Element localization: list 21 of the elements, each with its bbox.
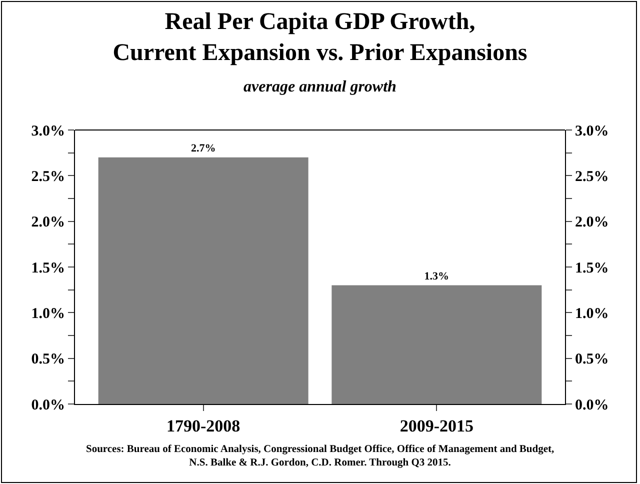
y2-tick-label: 2.5% — [575, 168, 609, 185]
x-tick-label: 1790-2008 — [166, 416, 240, 436]
y-tick-label: 1.5% — [31, 260, 65, 276]
y-tick-label: 1.0% — [31, 306, 65, 322]
data-label: 2.7% — [190, 142, 216, 154]
y2-tick-label: 0.5% — [575, 352, 609, 368]
y2-tick-label: 1.0% — [575, 306, 609, 322]
y2-tick-label: 2.0% — [575, 214, 609, 231]
y-tick-label: 0.5% — [31, 352, 65, 368]
x-tick-label: 2009-2015 — [400, 416, 474, 436]
y2-tick-label: 3.0% — [575, 123, 609, 140]
chart-title: Real Per Capita GDP Growth, Current Expansion vs. Prior Expansions — [112, 9, 528, 66]
y-tick-label: 0.0% — [31, 397, 65, 414]
y2-tick-label: 0.0% — [575, 397, 609, 414]
data-label: 1.3% — [424, 270, 450, 282]
source-note: Sources: Bureau of Economic Analysis, Congressional Budget Office, Office of Management and Budget, N.S. Balke & R.J. Gordon, C.D. Romer. Through Q3 2015. — [86, 444, 554, 469]
y-tick-label: 3.0% — [31, 123, 65, 140]
y-tick-label: 2.0% — [31, 214, 65, 231]
y-tick-label: 2.5% — [31, 168, 65, 185]
chart-subtitle: average annual growth — [244, 78, 397, 96]
y2-tick-label: 1.5% — [575, 260, 609, 276]
